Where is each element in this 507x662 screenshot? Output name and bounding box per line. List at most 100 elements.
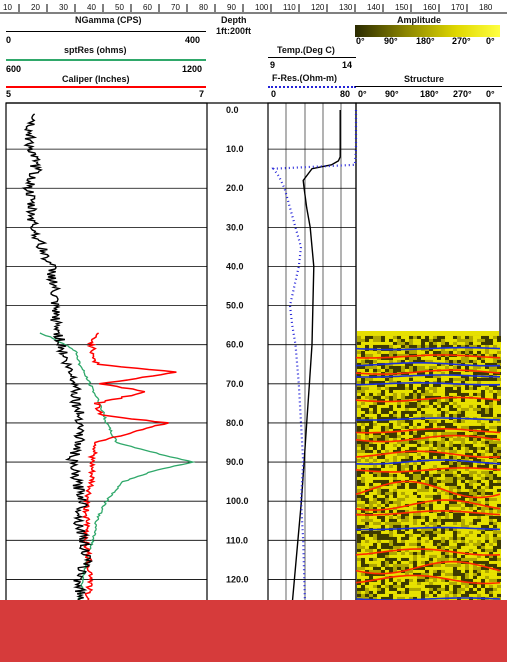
image-pixel — [413, 581, 417, 585]
image-pixel — [453, 341, 457, 345]
image-pixel — [497, 362, 501, 366]
image-pixel — [477, 557, 481, 561]
image-pixel — [409, 461, 413, 465]
image-pixel — [393, 542, 397, 546]
image-pixel — [381, 482, 385, 486]
image-pixel — [477, 422, 481, 426]
image-pixel — [441, 359, 445, 363]
image-pixel — [473, 482, 477, 486]
image-pixel — [429, 548, 433, 552]
image-pixel — [457, 467, 461, 471]
image-pixel — [425, 440, 429, 444]
image-pixel — [365, 473, 369, 477]
image-pixel — [409, 401, 413, 405]
top-ruler: 10 20 30 40 50 60 70 80 90 100 110 120 130 140 150 160 1… — [0, 3, 507, 14]
image-pixel — [461, 392, 465, 396]
image-pixel — [449, 443, 453, 447]
image-pixel — [445, 521, 449, 525]
image-pixel — [445, 401, 449, 405]
image-pixel — [477, 590, 481, 594]
image-pixel — [449, 524, 453, 528]
image-pixel — [473, 542, 477, 546]
image-pixel — [381, 383, 385, 387]
image-pixel — [417, 365, 421, 369]
image-pixel — [441, 488, 445, 492]
image-pixel — [433, 359, 437, 363]
image-pixel — [497, 365, 501, 369]
image-pixel — [361, 458, 365, 462]
image-pixel — [441, 533, 445, 537]
image-pixel — [417, 374, 421, 378]
image-pixel — [497, 440, 501, 444]
image-pixel — [437, 437, 441, 441]
image-pixel — [481, 362, 485, 366]
image-pixel — [389, 494, 393, 498]
image-pixel — [461, 410, 465, 414]
image-pixel — [453, 377, 457, 381]
image-pixel — [481, 482, 485, 486]
image-pixel — [437, 578, 441, 582]
image-pixel — [357, 365, 361, 369]
image-pixel — [409, 386, 413, 390]
image-pixel — [473, 413, 477, 417]
image-pixel — [365, 404, 369, 408]
image-pixel — [461, 581, 465, 585]
image-pixel — [401, 593, 405, 597]
image-pixel — [433, 506, 437, 510]
image-pixel — [497, 353, 501, 357]
image-pixel — [445, 377, 449, 381]
image-pixel — [397, 404, 401, 408]
image-pixel — [485, 371, 489, 375]
image-pixel — [405, 461, 409, 465]
image-pixel — [497, 452, 501, 456]
image-pixel — [481, 371, 485, 375]
image-pixel — [361, 338, 365, 342]
image-pixel — [377, 476, 381, 480]
image-pixel — [357, 404, 361, 408]
image-pixel — [485, 422, 489, 426]
image-pixel — [365, 560, 369, 564]
image-pixel — [453, 473, 457, 477]
image-pixel — [417, 557, 421, 561]
image-pixel — [485, 533, 489, 537]
image-pixel — [393, 539, 397, 543]
image-pixel — [457, 440, 461, 444]
image-pixel — [429, 371, 433, 375]
image-pixel — [381, 377, 385, 381]
image-pixel — [417, 593, 421, 597]
image-pixel — [465, 419, 469, 423]
image-pixel — [485, 440, 489, 444]
image-pixel — [465, 389, 469, 393]
image-pixel — [489, 413, 493, 417]
image-pixel — [477, 569, 481, 573]
image-pixel — [449, 485, 453, 489]
image-pixel — [389, 581, 393, 585]
image-pixel — [481, 422, 485, 426]
image-pixel — [377, 446, 381, 450]
image-pixel — [493, 539, 497, 543]
image-pixel — [417, 371, 421, 375]
image-pixel — [433, 593, 437, 597]
image-pixel — [373, 524, 377, 528]
image-pixel — [469, 509, 473, 513]
image-pixel — [433, 341, 437, 345]
image-pixel — [477, 392, 481, 396]
image-pixel — [409, 524, 413, 528]
image-pixel — [401, 503, 405, 507]
image-pixel — [385, 458, 389, 462]
image-pixel — [437, 425, 441, 429]
image-pixel — [453, 494, 457, 498]
image-pixel — [461, 440, 465, 444]
image-pixel — [365, 380, 369, 384]
image-pixel — [477, 371, 481, 375]
image-pixel — [357, 452, 361, 456]
image-pixel — [417, 545, 421, 549]
image-pixel — [385, 425, 389, 429]
image-pixel — [481, 449, 485, 453]
image-pixel — [401, 524, 405, 528]
image-pixel — [421, 452, 425, 456]
image-pixel — [477, 398, 481, 402]
ruler-label: 90 — [227, 3, 236, 12]
image-pixel — [365, 539, 369, 543]
image-pixel — [405, 578, 409, 582]
